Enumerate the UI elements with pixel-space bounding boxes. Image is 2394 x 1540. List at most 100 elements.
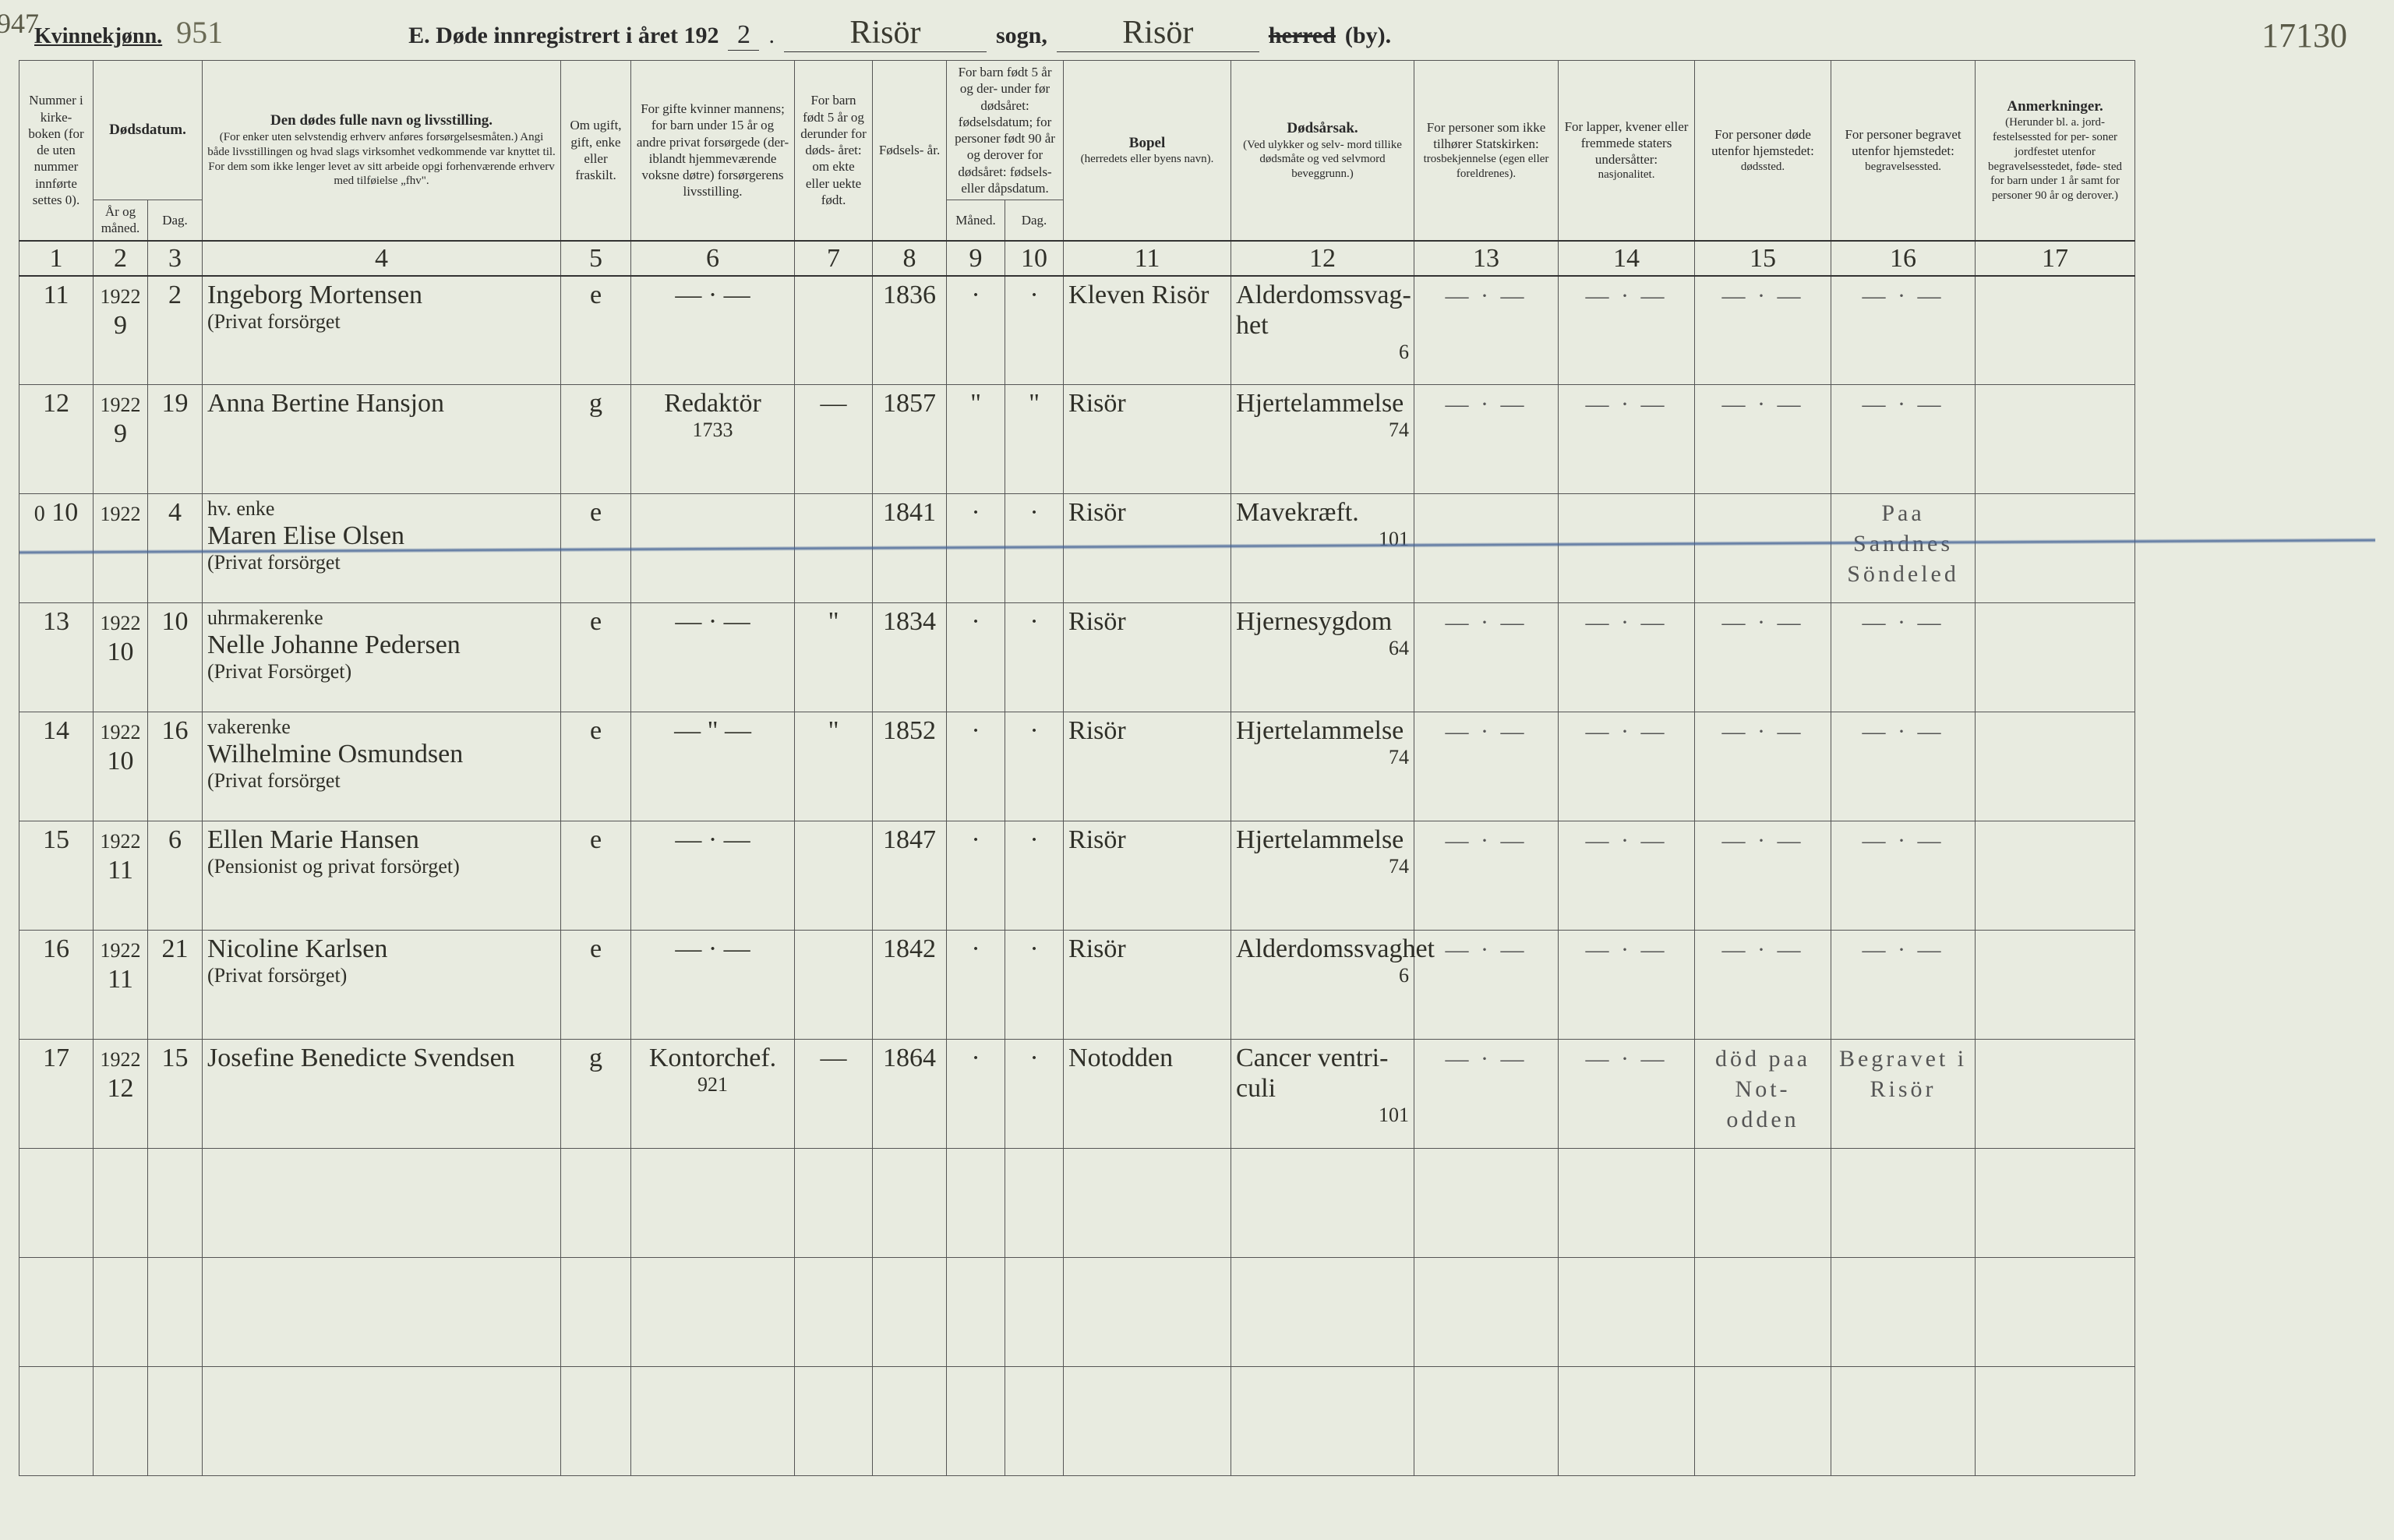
residence-cell: Notodden [1064, 1040, 1231, 1149]
nationality-cell: — · — [1559, 821, 1695, 931]
burial-place-cell: — · — [1831, 931, 1976, 1040]
col-4-main: Den dødes fulle navn og livsstilling. [207, 111, 556, 130]
burial-place-cell: — · — [1831, 712, 1976, 821]
death-place-cell: — · — [1695, 931, 1831, 1040]
herred-fill: Risör [1057, 14, 1259, 52]
col-1-head: Nummer i kirke- boken (for de uten numme… [19, 61, 94, 241]
birth-month: · [947, 931, 1005, 1040]
empty-cell [1064, 1258, 1231, 1367]
faith-cell: — · — [1414, 385, 1559, 494]
birth-year: 1841 [873, 494, 947, 603]
name-cell: vakerenkeWilhelmine Osmundsen(Privat for… [203, 712, 561, 821]
remarks-cell [1976, 385, 2135, 494]
residence-cell: Risör [1064, 821, 1231, 931]
burial-place-cell: Paa Sandnes Söndeled [1831, 494, 1976, 603]
colnum: 14 [1559, 241, 1695, 276]
table-row: 121922919Anna Bertine HansjongRedaktör17… [19, 385, 2375, 494]
remarks-cell [1976, 494, 2135, 603]
name-cell: Ellen Marie Hansen(Pensionist og privat … [203, 821, 561, 931]
birth-month: · [947, 276, 1005, 385]
empty-cell [631, 1367, 795, 1476]
legitimacy-cell: " [795, 603, 873, 712]
birth-year: 1852 [873, 712, 947, 821]
row-number: 16 [19, 931, 94, 1040]
burial-place-cell: — · — [1831, 821, 1976, 931]
residence-cell: Kleven Risör [1064, 276, 1231, 385]
death-day: 4 [148, 494, 203, 603]
faith-cell: — · — [1414, 821, 1559, 931]
marital-status: g [561, 385, 631, 494]
birth-month: · [947, 1040, 1005, 1149]
empty-cell [19, 1258, 94, 1367]
provider-cell: — · — [631, 821, 795, 931]
birth-day: · [1005, 931, 1064, 1040]
empty-cell [148, 1258, 203, 1367]
colnum: 8 [873, 241, 947, 276]
residence-cell: Risör [1064, 931, 1231, 1040]
empty-cell [94, 1367, 148, 1476]
col-9-sub: Måned. [947, 200, 1005, 241]
col-11-sub: (herredets eller byens navn). [1068, 152, 1226, 167]
sogn-fill: Risör [784, 14, 987, 52]
name-cell: Anna Bertine Hansjon [203, 385, 561, 494]
nationality-cell: — · — [1559, 712, 1695, 821]
faith-cell: — · — [1414, 1040, 1559, 1149]
death-day: 10 [148, 603, 203, 712]
death-year-month: 192210 [94, 603, 148, 712]
death-place-cell: — · — [1695, 603, 1831, 712]
provider-cell: — · — [631, 931, 795, 1040]
empty-cell [795, 1149, 873, 1258]
empty-cell [561, 1367, 631, 1476]
table-row: 1319221010uhrmakerenkeNelle Johanne Pede… [19, 603, 2375, 712]
table-body: 1 2 3 4 5 6 7 8 9 10 11 12 13 14 15 16 1… [19, 241, 2375, 1476]
empty-cell [148, 1149, 203, 1258]
birth-day: · [1005, 821, 1064, 931]
col-12-head: Dødsårsak. (Ved ulykker og selv- mord ti… [1231, 61, 1414, 241]
title-prefix: E. Døde innregistrert i året 192 [408, 23, 719, 49]
empty-cell [203, 1258, 561, 1367]
remarks-cell [1976, 1040, 2135, 1149]
col-11-main: Bopel [1068, 134, 1226, 153]
empty-cell [148, 1367, 203, 1476]
table-row-empty [19, 1258, 2375, 1367]
birth-month: · [947, 494, 1005, 603]
table-row-empty [19, 1149, 2375, 1258]
row-number: 0 10 [19, 494, 94, 603]
death-year-month: 192212 [94, 1040, 148, 1149]
marital-status: e [561, 931, 631, 1040]
table-row: 1419221016vakerenkeWilhelmine Osmundsen(… [19, 712, 2375, 821]
colnum: 5 [561, 241, 631, 276]
birth-day: " [1005, 385, 1064, 494]
table-row: 9471719221215Josefine Benedicte Svendsen… [19, 1040, 2375, 1149]
col-13-sub: trosbekjennelse (egen eller foreldrenes)… [1419, 152, 1553, 182]
death-day: 2 [148, 276, 203, 385]
col-6-head: For gifte kvinner mannens; for barn unde… [631, 61, 795, 241]
remarks-cell [1976, 603, 2135, 712]
title-line: E. Døde innregistrert i året 1922 . Risö… [408, 14, 1391, 52]
col-10-sub: Dag. [1005, 200, 1064, 241]
colnum: 10 [1005, 241, 1064, 276]
row-number: 14 [19, 712, 94, 821]
table-row: 1619221121Nicoline Karlsen(Privat forsör… [19, 931, 2375, 1040]
empty-cell [1559, 1149, 1695, 1258]
death-place-cell: död paa Not- odden [1695, 1040, 1831, 1149]
birth-year: 1836 [873, 276, 947, 385]
nationality-cell: — · — [1559, 385, 1695, 494]
empty-cell [1064, 1149, 1231, 1258]
empty-cell [561, 1258, 631, 1367]
col-17-head: Anmerkninger. (Herunder bl. a. jord- fes… [1976, 61, 2135, 241]
col-13-main: For personer som ikke tilhører Statskirk… [1419, 119, 1553, 153]
empty-cell [19, 1367, 94, 1476]
name-cell: Josefine Benedicte Svendsen [203, 1040, 561, 1149]
empty-cell [203, 1149, 561, 1258]
empty-cell [873, 1149, 947, 1258]
table-row: 11192292Ingeborg Mortensen(Privat forsör… [19, 276, 2375, 385]
empty-cell [947, 1149, 1005, 1258]
col-11-head: Bopel (herredets eller byens navn). [1064, 61, 1231, 241]
residence-cell: Risör [1064, 712, 1231, 821]
empty-cell [947, 1258, 1005, 1367]
birth-year: 1857 [873, 385, 947, 494]
colnum: 3 [148, 241, 203, 276]
empty-cell [94, 1149, 148, 1258]
empty-cell [1559, 1258, 1695, 1367]
